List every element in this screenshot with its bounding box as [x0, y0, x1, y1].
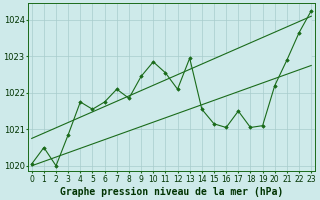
X-axis label: Graphe pression niveau de la mer (hPa): Graphe pression niveau de la mer (hPa)	[60, 186, 283, 197]
